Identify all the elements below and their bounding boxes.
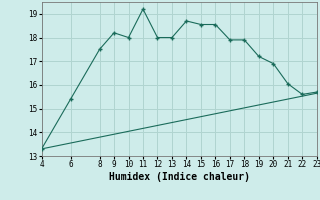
X-axis label: Humidex (Indice chaleur): Humidex (Indice chaleur) xyxy=(109,172,250,182)
